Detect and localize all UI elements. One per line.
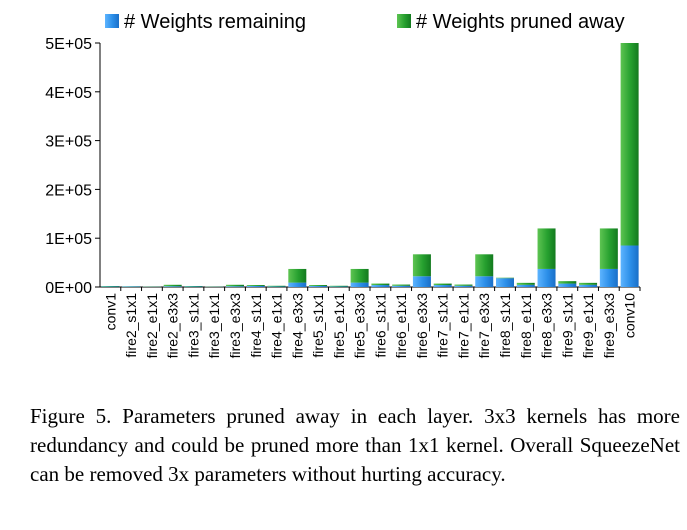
x-tick-label: conv10 <box>622 293 638 338</box>
bar-pruned-fire8_e3x3 <box>537 228 556 269</box>
x-tick-label: fire8_s1x1 <box>497 293 513 358</box>
legend-swatch-remaining <box>105 14 119 28</box>
bar-remaining-fire4_e3x3 <box>288 282 307 287</box>
y-axis: 0E+00 1E+05 2E+05 3E+05 4E+05 5E+05 <box>45 36 101 297</box>
y-tick-label: 1E+05 <box>45 231 92 248</box>
bar-pruned-fire9_s1x1 <box>558 281 577 284</box>
bar-remaining-fire5_e3x3 <box>350 282 369 287</box>
x-tick-label: fire7_s1x1 <box>435 293 451 358</box>
x-tick-label: fire9_e3x3 <box>601 293 617 359</box>
bar-remaining-fire8_e1x1 <box>516 284 535 287</box>
bar-remaining-fire7_e3x3 <box>475 276 494 287</box>
x-tick-label: fire6_e3x3 <box>414 293 430 359</box>
bars <box>101 43 639 287</box>
bar-remaining-fire9_e1x1 <box>579 284 598 287</box>
y-tick-label: 5E+05 <box>45 36 92 53</box>
bar-remaining-fire2_e3x3 <box>163 286 182 287</box>
x-tick-label: fire8_e1x1 <box>518 293 534 359</box>
figure-caption: Figure 5. Parameters pruned away in each… <box>30 404 680 486</box>
bar-remaining-fire8_e3x3 <box>537 268 556 287</box>
x-tick-label: fire6_e1x1 <box>393 293 409 359</box>
y-tick-label: 3E+05 <box>45 134 92 151</box>
x-tick-label: fire3_e3x3 <box>227 293 243 359</box>
bar-pruned-fire7_e1x1 <box>454 284 473 286</box>
bar-remaining-fire9_s1x1 <box>558 283 577 287</box>
x-tick-label: conv1 <box>102 293 118 331</box>
bar-pruned-fire5_s1x1 <box>309 285 328 287</box>
bar-remaining-conv10 <box>620 245 639 287</box>
x-tick-label: fire4_e1x1 <box>269 293 285 359</box>
bar-pruned-fire8_e1x1 <box>516 282 535 285</box>
x-tick-label: fire4_s1x1 <box>248 293 264 358</box>
bar-pruned-conv10 <box>620 43 639 246</box>
x-tick-label: fire5_e3x3 <box>352 293 368 359</box>
bar-pruned-fire4_e3x3 <box>288 268 307 283</box>
x-tick-label: fire9_e1x1 <box>580 293 596 359</box>
x-tick-label: fire8_e3x3 <box>539 293 555 359</box>
x-axis: conv1 fire2_s1x1 fire2_e1x1 fire2_e3x3 fire3… <box>100 286 641 359</box>
bar-pruned-fire9_e1x1 <box>579 282 598 285</box>
x-tick-label: fire2_s1x1 <box>123 293 139 358</box>
legend-label-pruned: # Weights pruned away <box>416 11 625 33</box>
y-tick-label: 2E+05 <box>45 182 92 199</box>
x-tick-label: fire7_e3x3 <box>476 293 492 359</box>
bar-remaining-fire6_e3x3 <box>412 276 431 287</box>
bar-pruned-fire5_e1x1 <box>329 285 348 287</box>
legend-swatch-pruned <box>397 14 411 28</box>
bar-pruned-fire9_e3x3 <box>599 228 618 269</box>
x-tick-label: fire3_e1x1 <box>206 293 222 359</box>
bar-remaining-fire7_e1x1 <box>454 285 473 287</box>
bar-pruned-fire6_e1x1 <box>392 284 411 286</box>
chart: # Weights remaining # Weights pruned awa… <box>45 11 641 359</box>
bar-pruned-fire3_e3x3 <box>226 284 244 287</box>
bar-remaining-fire6_s1x1 <box>371 285 390 287</box>
bar-pruned-fire2_e3x3 <box>163 284 182 287</box>
bar-pruned-fire6_e3x3 <box>412 254 431 277</box>
bar-pruned-fire7_e3x3 <box>475 254 494 277</box>
x-tick-label: fire6_s1x1 <box>372 293 388 358</box>
legend-label-remaining: # Weights remaining <box>124 11 306 33</box>
x-tick-label: fire5_e1x1 <box>331 293 347 359</box>
x-tick-label: fire2_e1x1 <box>144 293 160 359</box>
bar-remaining-fire4_s1x1 <box>246 286 265 287</box>
bar-pruned-fire5_e3x3 <box>350 268 369 283</box>
y-tick-label: 4E+05 <box>45 85 92 102</box>
bar-remaining-fire9_e3x3 <box>599 268 618 287</box>
x-tick-label: fire2_e3x3 <box>165 293 181 359</box>
bar-pruned-fire4_s1x1 <box>246 285 265 287</box>
x-tick-label: fire7_e1x1 <box>455 293 471 359</box>
y-tick-label: 0E+00 <box>45 280 92 297</box>
bar-pruned-fire4_e1x1 <box>267 285 286 287</box>
bar-pruned-fire6_s1x1 <box>371 283 390 286</box>
bar-remaining-fire3_e3x3 <box>226 286 244 287</box>
bar-remaining-fire7_s1x1 <box>433 285 452 287</box>
bar-remaining-fire6_e1x1 <box>392 285 411 287</box>
x-tick-label: fire5_s1x1 <box>310 293 326 358</box>
legend: # Weights remaining # Weights pruned awa… <box>105 11 625 33</box>
x-tick-label: fire3_s1x1 <box>185 293 201 358</box>
bar-pruned-fire7_s1x1 <box>433 283 452 286</box>
bar-remaining-fire8_s1x1 <box>496 278 514 287</box>
x-tick-label: fire9_s1x1 <box>559 293 575 358</box>
bar-remaining-fire5_s1x1 <box>309 286 328 287</box>
x-tick-label: fire4_e3x3 <box>289 293 305 359</box>
